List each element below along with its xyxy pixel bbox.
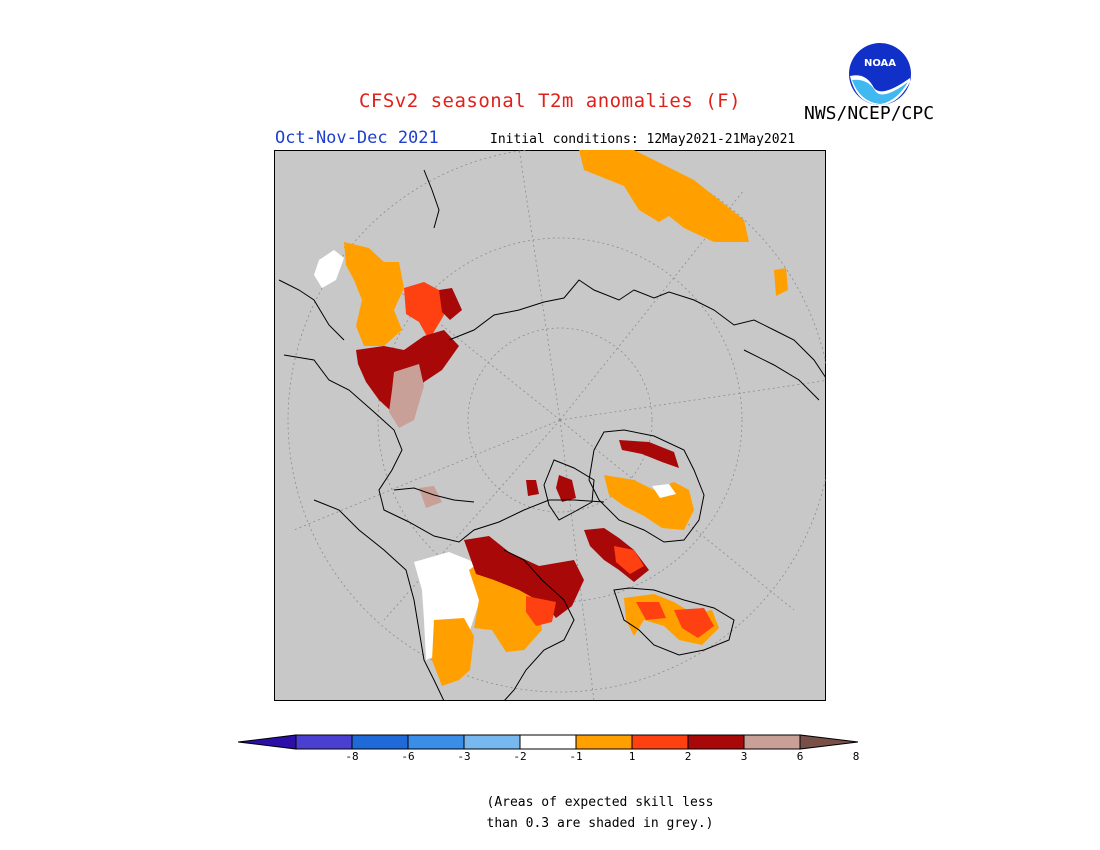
region-siberia-red [404,282,444,340]
organization-label: NWS/NCEP/CPC [804,103,935,124]
legend-tick: 8 [852,750,860,763]
region-canada-darkred [464,536,584,618]
legend-color-cell [631,734,689,750]
region-canada-orange [469,556,542,652]
coastline-asia-east [278,279,345,341]
legend-color-cell [407,734,465,750]
legend-color-cell [687,734,745,750]
skill-note: (Areas of expected skill less than 0.3 a… [470,792,730,834]
polar-map [274,150,826,701]
region-scandinavia-red-2 [674,608,714,638]
region-arctic-small-darkred [556,475,576,502]
coastline-europe-north [743,349,820,401]
region-pacific-orange [774,268,788,296]
grid-circle-inner [467,327,653,513]
logo-text: NOAA [864,58,896,69]
legend-arrow-low [238,734,297,750]
legend-tick: -8 [345,750,359,763]
coastline-scandinavia [613,587,735,656]
coastline-north-america [313,499,445,701]
region-arctic-small-darkred-2 [526,480,539,496]
coastline-arctic-siberia [448,279,826,379]
coastline-greenland [588,429,705,543]
region-scandinavia-red [636,602,666,620]
coastline-canadian-archipelago [543,459,595,521]
region-canada-red [526,596,556,626]
legend-color-cell [519,734,577,750]
coastline-eurasia [283,354,605,543]
legend-color-cell [575,734,633,750]
season-label: Oct-Nov-Dec 2021 [275,128,439,148]
region-greenland-white [652,484,676,498]
legend-tick: -2 [513,750,527,763]
region-greenland-darkred [619,440,679,468]
legend-arrow-high [799,734,859,750]
legend-tick: -3 [457,750,471,763]
legend-color-cell [743,734,801,750]
skill-note-line: (Areas of expected skill less [486,795,714,810]
noaa-logo: NOAA [849,43,911,105]
meridian [559,380,826,421]
skill-note-line: than 0.3 are shaded in grey.) [486,816,714,831]
legend-color-cell [463,734,521,750]
legend-tick: 3 [740,750,748,763]
legend-color-cell [295,734,353,750]
map-title: CFSv2 seasonal T2m anomalies (F) [358,90,742,112]
legend-tick: -1 [569,750,583,763]
region-south-asia-orange [579,150,749,242]
coastline-alaska [393,487,475,503]
region-hudson-orange [432,618,474,686]
legend-tick: 2 [684,750,692,763]
region-east-asia-orange [344,242,404,346]
legend-tick: -6 [401,750,415,763]
anomaly-regions [314,150,788,686]
region-arctic-islands-red [614,546,644,574]
coastline-hudson-bay [503,549,575,701]
region-central-asia-rose [389,364,424,428]
legend-tick: 1 [628,750,636,763]
color-legend-bar [238,734,859,750]
legend-color-cell [351,734,409,750]
coastlines [278,169,826,701]
legend-tick-labels: -8 -6 -3 -2 -1 1 2 3 6 8 [238,750,862,770]
initial-conditions-label: Initial conditions: 12May2021-21May2021 [490,132,796,147]
legend-tick: 6 [796,750,804,763]
meridian [518,150,561,421]
coastline-japan [423,169,440,229]
region-east-asia-white [314,250,344,288]
region-siberia-darkred [439,288,462,320]
meridian [559,419,595,701]
